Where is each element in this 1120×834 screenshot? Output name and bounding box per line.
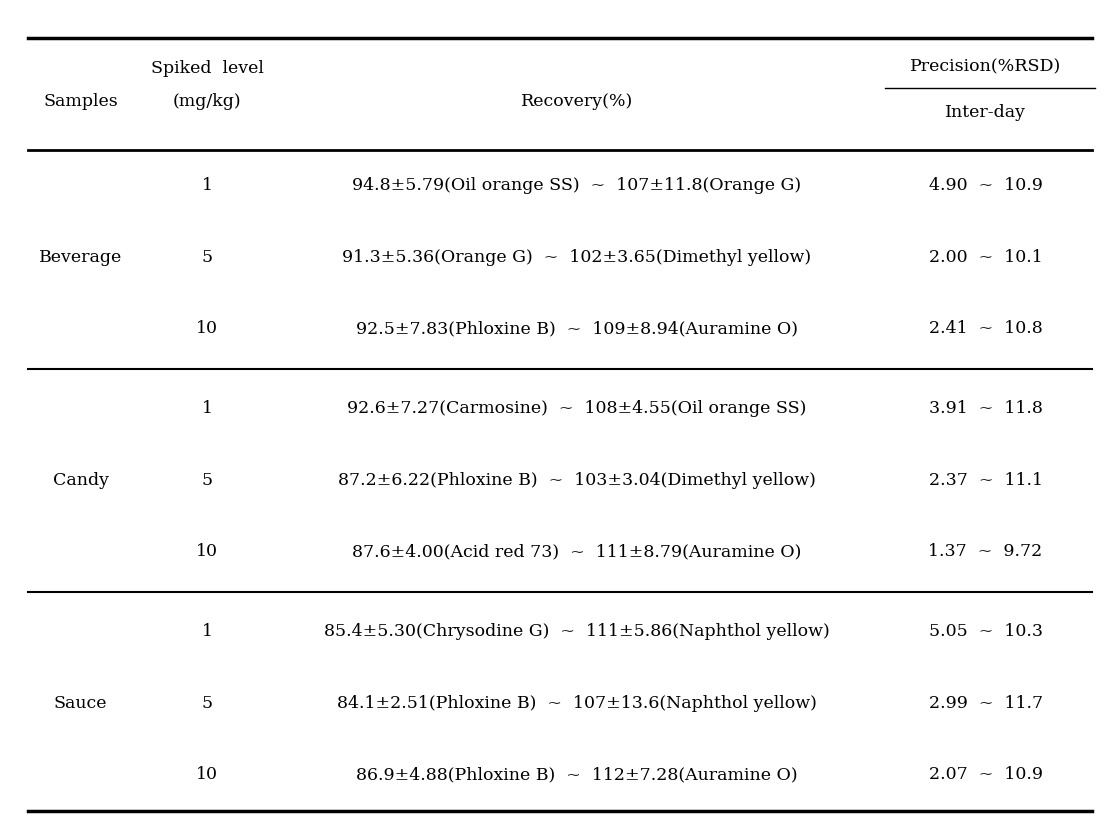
Text: (mg/kg): (mg/kg): [172, 93, 242, 110]
Text: 2.99  ~  11.7: 2.99 ~ 11.7: [928, 695, 1043, 712]
Text: Candy: Candy: [53, 472, 109, 489]
Text: 87.2±6.22(Phloxine B)  ~  103±3.04(Dimethyl yellow): 87.2±6.22(Phloxine B) ~ 103±3.04(Dimethy…: [338, 472, 815, 489]
Text: 91.3±5.36(Orange G)  ~  102±3.65(Dimethyl yellow): 91.3±5.36(Orange G) ~ 102±3.65(Dimethyl …: [343, 249, 811, 266]
Text: 92.5±7.83(Phloxine B)  ~  109±8.94(Auramine O): 92.5±7.83(Phloxine B) ~ 109±8.94(Auramin…: [356, 320, 797, 338]
Text: 1: 1: [202, 178, 213, 194]
Text: 94.8±5.79(Oil orange SS)  ~  107±11.8(Orange G): 94.8±5.79(Oil orange SS) ~ 107±11.8(Oran…: [352, 178, 802, 194]
Text: 10: 10: [196, 544, 218, 560]
Text: 5.05  ~  10.3: 5.05 ~ 10.3: [928, 623, 1043, 641]
Text: 2.41  ~  10.8: 2.41 ~ 10.8: [928, 320, 1043, 338]
Text: 87.6±4.00(Acid red 73)  ~  111±8.79(Auramine O): 87.6±4.00(Acid red 73) ~ 111±8.79(Aurami…: [352, 544, 802, 560]
Text: 2.00  ~  10.1: 2.00 ~ 10.1: [928, 249, 1043, 266]
Text: 2.37  ~  11.1: 2.37 ~ 11.1: [928, 472, 1043, 489]
Text: Precision(%RSD): Precision(%RSD): [909, 58, 1062, 75]
Text: Beverage: Beverage: [39, 249, 122, 266]
Text: 92.6±7.27(Carmosine)  ~  108±4.55(Oil orange SS): 92.6±7.27(Carmosine) ~ 108±4.55(Oil oran…: [347, 400, 806, 417]
Text: 5: 5: [202, 695, 213, 712]
Text: 5: 5: [202, 472, 213, 489]
Text: 85.4±5.30(Chrysodine G)  ~  111±5.86(Naphthol yellow): 85.4±5.30(Chrysodine G) ~ 111±5.86(Napht…: [324, 623, 830, 641]
Text: 1: 1: [202, 400, 213, 417]
Text: 4.90  ~  10.9: 4.90 ~ 10.9: [928, 178, 1043, 194]
Text: Samples: Samples: [44, 93, 118, 110]
Text: Spiked  level: Spiked level: [151, 60, 263, 77]
Text: 5: 5: [202, 249, 213, 266]
Text: 84.1±2.51(Phloxine B)  ~  107±13.6(Naphthol yellow): 84.1±2.51(Phloxine B) ~ 107±13.6(Naphtho…: [337, 695, 816, 712]
Text: 2.07  ~  10.9: 2.07 ~ 10.9: [928, 766, 1043, 783]
Text: 10: 10: [196, 320, 218, 338]
Text: 1.37  ~  9.72: 1.37 ~ 9.72: [928, 544, 1043, 560]
Text: Recovery(%): Recovery(%): [521, 93, 633, 110]
Text: 3.91  ~  11.8: 3.91 ~ 11.8: [928, 400, 1043, 417]
Text: Inter-day: Inter-day: [945, 104, 1026, 121]
Text: 1: 1: [202, 623, 213, 641]
Text: Sauce: Sauce: [54, 695, 108, 712]
Text: 10: 10: [196, 766, 218, 783]
Text: 86.9±4.88(Phloxine B)  ~  112±7.28(Auramine O): 86.9±4.88(Phloxine B) ~ 112±7.28(Auramin…: [356, 766, 797, 783]
